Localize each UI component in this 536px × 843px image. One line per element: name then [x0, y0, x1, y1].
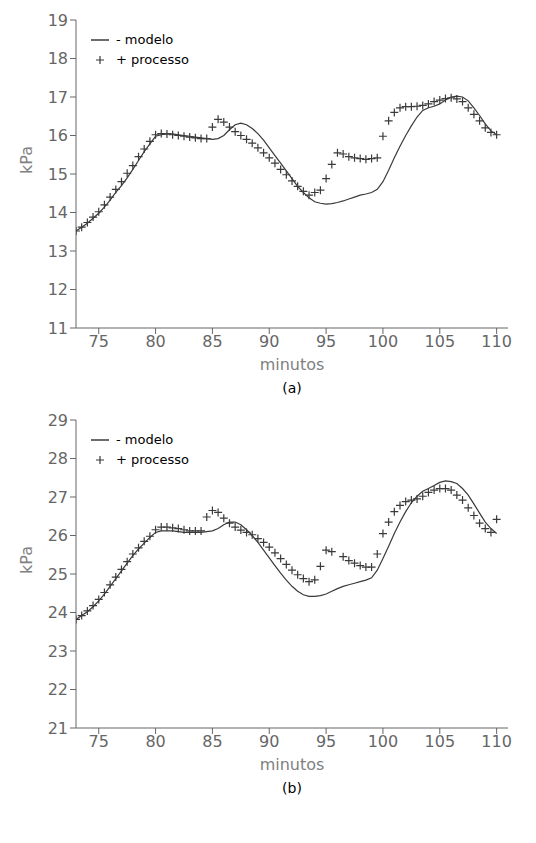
svg-text:75: 75 [89, 732, 109, 751]
svg-text:15: 15 [48, 165, 68, 184]
svg-text:17: 17 [48, 88, 68, 107]
svg-text:26: 26 [48, 526, 68, 545]
svg-text:100: 100 [368, 732, 399, 751]
svg-text:90: 90 [259, 732, 279, 751]
html-text:+ processo: + processo [116, 52, 189, 67]
svg-text:14: 14 [48, 203, 68, 222]
svg-text:27: 27 [48, 488, 68, 507]
svg-text:minutos: minutos [260, 355, 325, 374]
svg-text:110: 110 [481, 332, 512, 351]
svg-text:80: 80 [145, 732, 165, 751]
svg-text:21: 21 [48, 719, 68, 738]
svg-text:22: 22 [48, 680, 68, 699]
svg-text:80: 80 [145, 332, 165, 351]
svg-text:95: 95 [316, 332, 336, 351]
svg-text:minutos: minutos [260, 755, 325, 774]
html-text:(b): (b) [282, 780, 302, 796]
svg-text:23: 23 [48, 642, 68, 661]
svg-text:24: 24 [48, 603, 68, 622]
svg-text:19: 19 [48, 11, 68, 30]
svg-text:90: 90 [259, 332, 279, 351]
html-text:- modelo: - modelo [116, 32, 174, 47]
svg-text:16: 16 [48, 126, 68, 145]
svg-text:25: 25 [48, 565, 68, 584]
svg-text:105: 105 [425, 732, 456, 751]
svg-text:95: 95 [316, 732, 336, 751]
svg-text:18: 18 [48, 49, 68, 68]
svg-text:11: 11 [48, 319, 68, 338]
svg-text:85: 85 [202, 732, 222, 751]
svg-text:85: 85 [202, 332, 222, 351]
svg-text:13: 13 [48, 242, 68, 261]
svg-text:12: 12 [48, 280, 68, 299]
svg-text:kPa: kPa [17, 546, 36, 574]
html-text:- modelo: - modelo [116, 432, 174, 447]
svg-text:75: 75 [89, 332, 109, 351]
svg-text:kPa: kPa [17, 146, 36, 174]
svg-text:28: 28 [48, 449, 68, 468]
svg-text:105: 105 [425, 332, 456, 351]
svg-text:110: 110 [481, 732, 512, 751]
svg-text:100: 100 [368, 332, 399, 351]
html-text:+ processo: + processo [116, 452, 189, 467]
svg-text:29: 29 [48, 411, 68, 430]
html-text:(a): (a) [282, 380, 302, 396]
